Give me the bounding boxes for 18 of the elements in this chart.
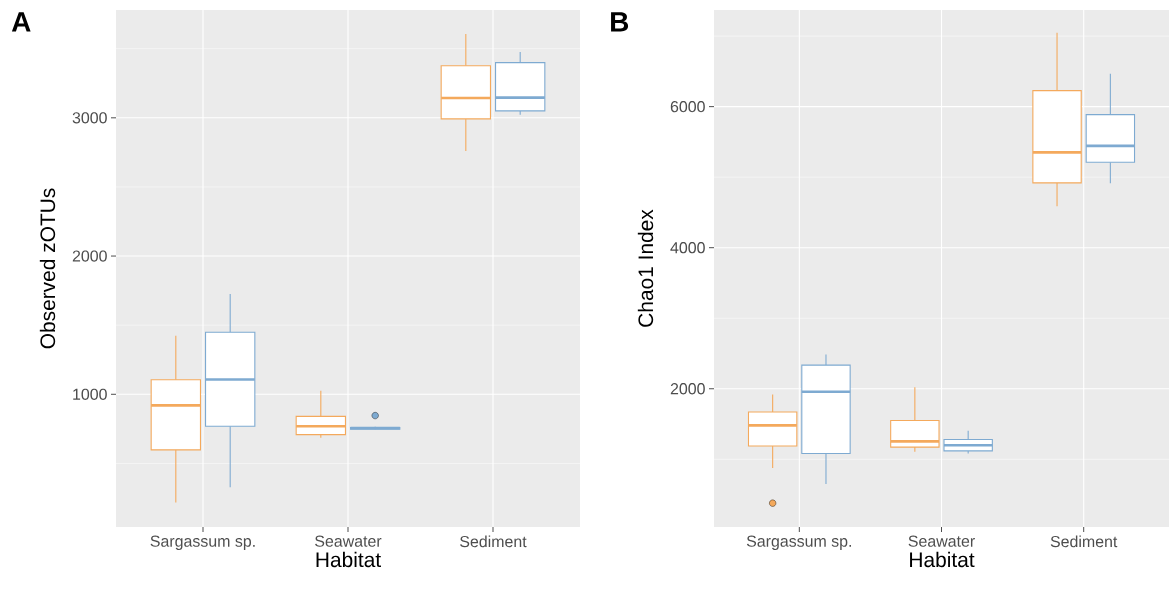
x-tick-label: Sediment bbox=[1050, 535, 1118, 548]
y-tick-label: 2000 bbox=[72, 250, 107, 262]
x-axis-title: Habitat bbox=[316, 551, 381, 568]
y-tick-label: 2000 bbox=[670, 383, 705, 395]
y-tick-label: 6000 bbox=[670, 100, 705, 113]
chart-title: A bbox=[11, 12, 31, 32]
y-axis-title: Chao1 Index bbox=[637, 209, 654, 327]
x-tick-label: Seawater bbox=[908, 535, 975, 547]
x-tick-label: Sargassum sp. bbox=[746, 535, 851, 550]
y-tick-label: 3000 bbox=[72, 112, 107, 124]
x-tick-label: Sediment bbox=[460, 535, 527, 548]
chart-title: B bbox=[611, 12, 629, 32]
x-tick-label: Sargassum sp. bbox=[150, 535, 255, 550]
x-tick-label: Seawater bbox=[315, 535, 382, 547]
x-axis-title: Habitat bbox=[910, 551, 975, 568]
y-tick-label: 4000 bbox=[670, 242, 705, 254]
y-tick-label: 1000 bbox=[73, 388, 107, 400]
y-axis-title: Observed zOTUs bbox=[39, 188, 56, 349]
